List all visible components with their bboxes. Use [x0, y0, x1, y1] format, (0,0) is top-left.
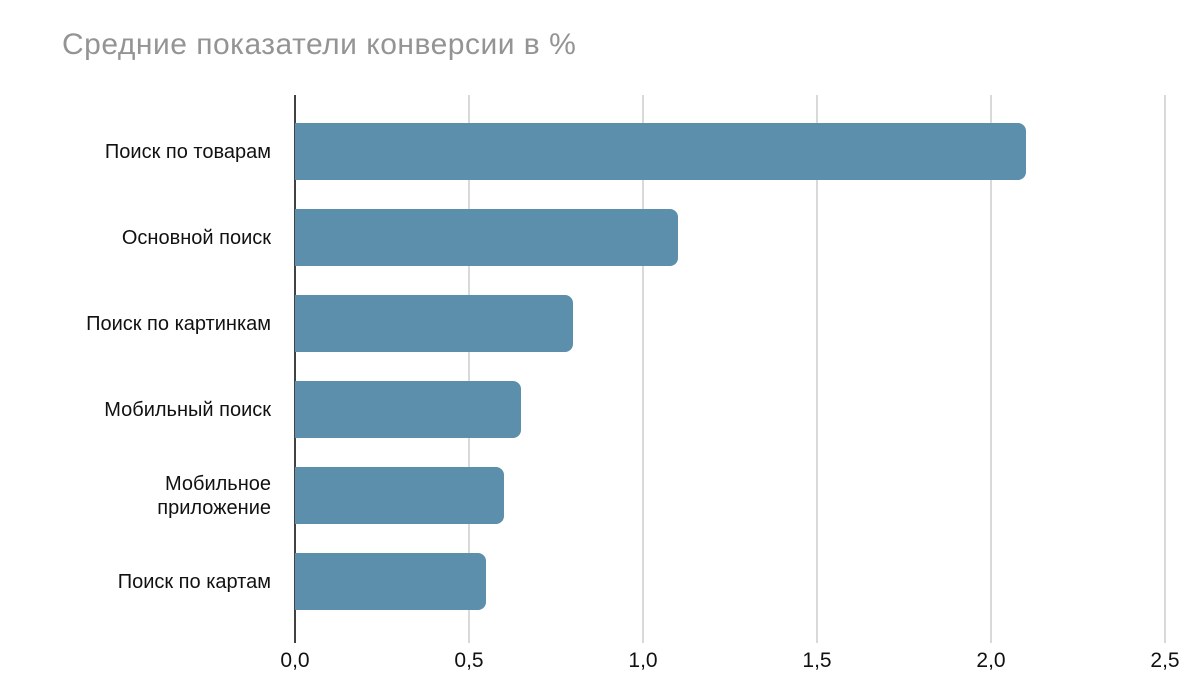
- bar-4: [295, 467, 504, 524]
- gridline-x-2,0: [990, 95, 992, 643]
- bar-3: [295, 381, 521, 438]
- x-tick-label-2,0: 2,0: [976, 649, 1006, 672]
- category-label-0: Поиск по товарам: [104, 140, 271, 163]
- x-tick-label-0,0: 0,0: [280, 649, 310, 672]
- gridline-x-1,0: [642, 95, 644, 643]
- category-label-3: Мобильный поиск: [104, 398, 271, 421]
- bar-2: [295, 295, 573, 352]
- gridline-x-0,5: [468, 95, 470, 643]
- category-label-2: Поиск по картинкам: [86, 312, 271, 335]
- x-tick-label-2,5: 2,5: [1150, 649, 1180, 672]
- x-tick-label-0,5: 0,5: [454, 649, 484, 672]
- category-label-1: Основной поиск: [121, 226, 271, 249]
- category-label-4: Мобильное приложение: [157, 472, 271, 519]
- bar-0: [295, 123, 1026, 180]
- chart-title: Средние показатели конверсии в %: [62, 28, 577, 61]
- bar-1: [295, 209, 678, 266]
- gridline-x-2,5: [1164, 95, 1166, 643]
- plot-area: [294, 95, 1166, 643]
- x-tick-label-1,0: 1,0: [628, 649, 658, 672]
- bar-5: [295, 553, 486, 610]
- y-axis-line: [294, 95, 296, 643]
- category-label-5: Поиск по картам: [117, 570, 271, 593]
- x-tick-label-1,5: 1,5: [802, 649, 832, 672]
- gridline-x-1,5: [816, 95, 818, 643]
